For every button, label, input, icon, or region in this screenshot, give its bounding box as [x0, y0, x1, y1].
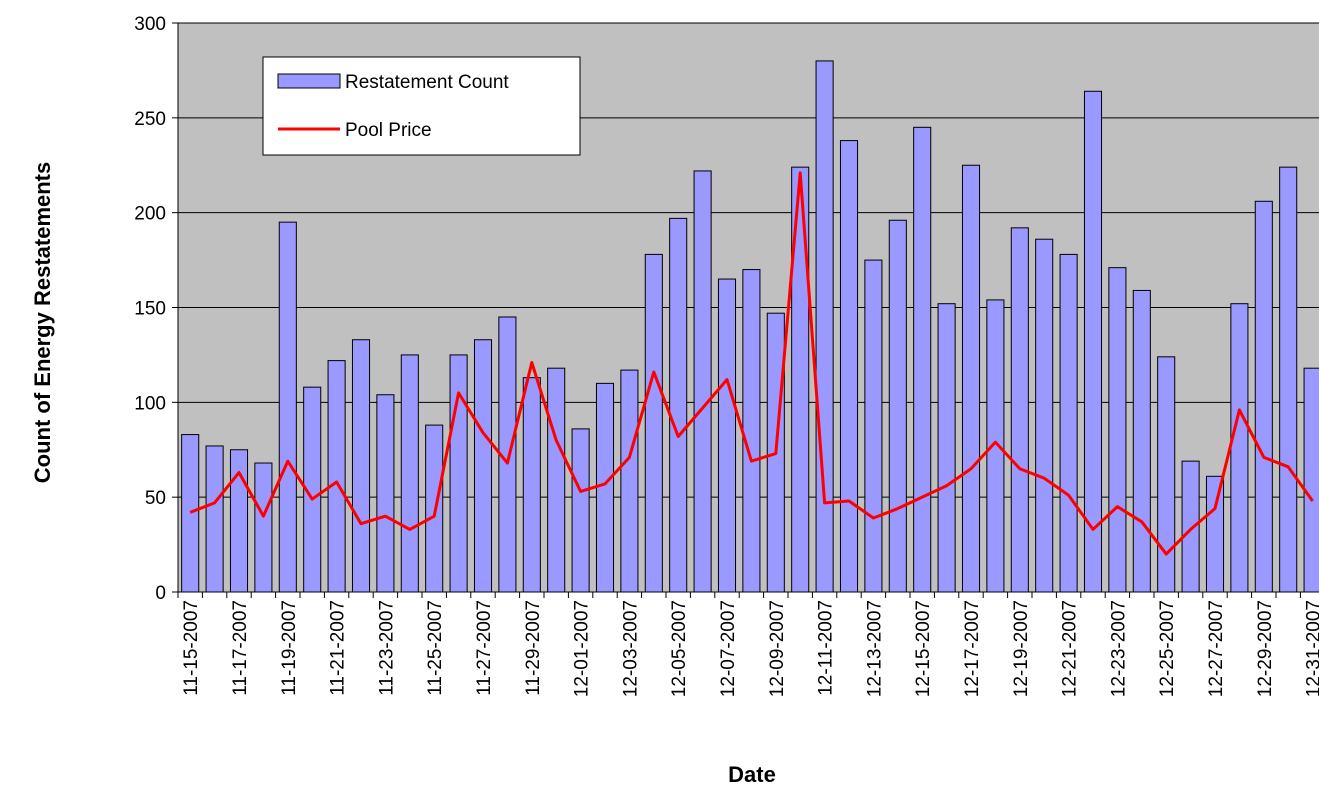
x-tick-label: 12-29-2007	[1255, 600, 1276, 697]
x-tick-label: 12-27-2007	[1206, 600, 1227, 697]
x-tick-label: 11-23-2007	[376, 600, 397, 696]
bar	[1035, 238, 1054, 593]
bar	[1254, 200, 1273, 593]
bar	[986, 299, 1005, 593]
bar	[669, 217, 688, 593]
bar	[888, 219, 907, 593]
bar	[1303, 367, 1319, 593]
bar	[1279, 166, 1298, 593]
y-tick-label: 150	[134, 299, 166, 320]
bar	[571, 428, 590, 593]
x-tick-label: 12-03-2007	[620, 600, 641, 697]
x-tick-label: 12-01-2007	[572, 600, 593, 697]
bar	[1083, 90, 1103, 593]
line	[189, 171, 1314, 556]
bar	[1181, 460, 1200, 593]
x-tick-label: 12-09-2007	[767, 600, 788, 697]
x-tick-label: 12-23-2007	[1108, 600, 1129, 697]
bar	[717, 278, 737, 593]
x-tick-label: 12-25-2007	[1157, 600, 1178, 697]
x-tick-label: 12-17-2007	[962, 600, 983, 697]
bar	[449, 354, 468, 593]
bar	[547, 367, 566, 593]
bar	[839, 140, 859, 593]
bar	[522, 377, 541, 593]
y-tick-label: 300	[134, 14, 166, 35]
legend-label: Restatement Count	[345, 72, 509, 93]
x-tick-label: 12-21-2007	[1060, 600, 1081, 697]
bar	[376, 394, 395, 593]
x-tick-label: 12-11-2007	[816, 600, 837, 696]
legend-label: Pool Price	[345, 120, 432, 141]
x-axis-label: Date	[728, 762, 776, 787]
bar	[1157, 356, 1176, 593]
bar	[961, 164, 981, 593]
y-tick-label: 50	[145, 488, 166, 509]
x-tick-label: 12-31-2007	[1304, 600, 1319, 697]
bar	[1010, 227, 1029, 593]
x-tick-label: 11-19-2007	[279, 600, 300, 696]
legend-box	[262, 56, 581, 156]
bar	[1059, 253, 1078, 593]
bar	[815, 60, 834, 593]
bar	[181, 434, 200, 593]
x-tick-label: 12-19-2007	[1011, 600, 1032, 697]
bar	[254, 462, 273, 593]
bar	[693, 170, 712, 593]
bar	[1205, 475, 1225, 593]
bar	[742, 269, 761, 593]
x-tick-label: 11-25-2007	[425, 600, 446, 696]
y-tick-label: 250	[134, 109, 166, 130]
bar	[473, 339, 493, 593]
y-tick-label: 200	[134, 204, 166, 225]
bar	[400, 354, 419, 593]
bar	[644, 253, 663, 593]
bar	[1132, 289, 1151, 593]
x-tick-label: 11-27-2007	[474, 600, 495, 696]
bar	[327, 360, 346, 593]
x-tick-label: 12-05-2007	[669, 600, 690, 697]
bar	[351, 339, 371, 593]
legend-swatch	[277, 73, 341, 89]
x-tick-label: 11-29-2007	[523, 600, 544, 696]
bar	[864, 259, 883, 593]
bar	[913, 126, 932, 593]
bar	[595, 382, 615, 593]
x-tick-label: 12-07-2007	[718, 600, 739, 697]
y-tick-label: 100	[134, 393, 166, 414]
y-axis-label: Count of Energy Restatements	[30, 162, 55, 484]
bar	[620, 369, 639, 593]
x-tick-label: 12-15-2007	[913, 600, 934, 697]
y-tick-label: 0	[155, 583, 166, 604]
bar	[278, 221, 297, 593]
bar	[1108, 267, 1127, 593]
bar	[1230, 303, 1249, 593]
x-tick-label: 12-13-2007	[864, 600, 885, 697]
x-tick-label: 11-17-2007	[230, 600, 251, 696]
bar	[937, 303, 956, 593]
x-tick-label: 11-15-2007	[181, 600, 202, 696]
x-tick-label: 11-21-2007	[328, 600, 349, 696]
bar	[205, 445, 224, 593]
